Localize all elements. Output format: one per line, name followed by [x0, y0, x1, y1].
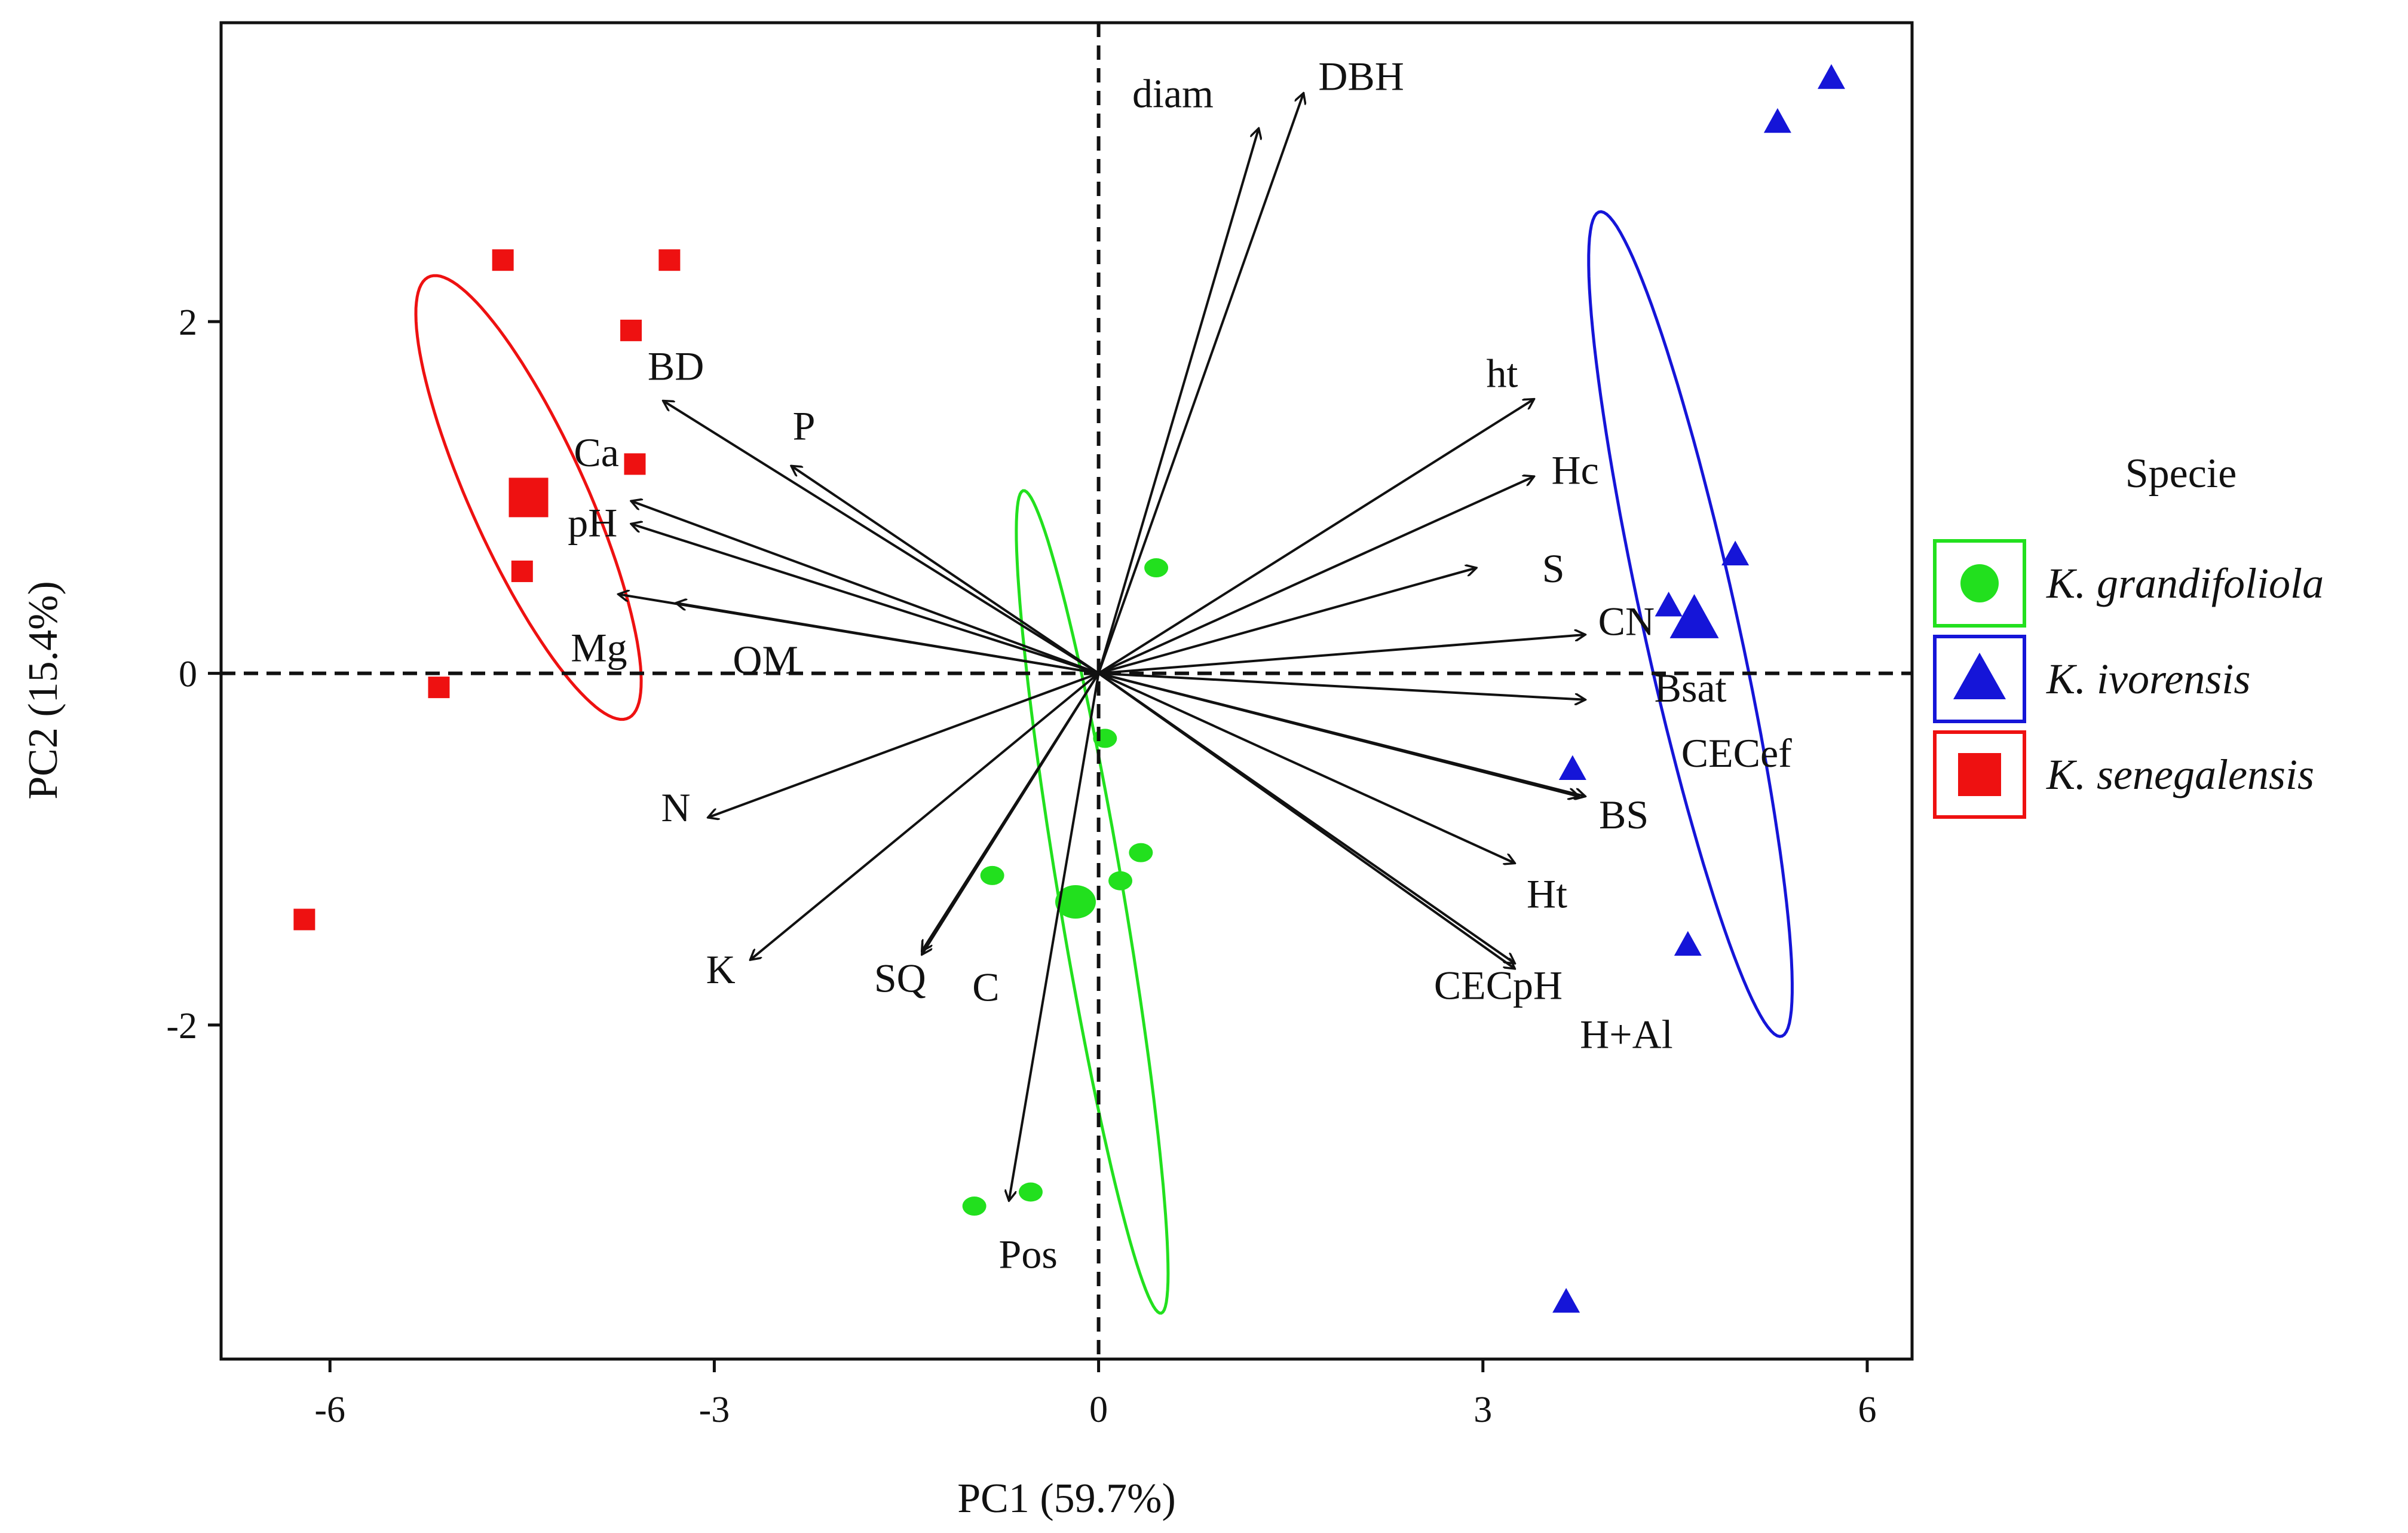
vector-dbh — [1097, 93, 1304, 674]
vector-label-s: S — [1542, 546, 1565, 591]
vector-hc — [1098, 476, 1534, 675]
confidence-ellipses — [414, 210, 1794, 1315]
vector-ca — [631, 501, 1099, 675]
point-k-senegalensis — [624, 453, 646, 475]
vector-bsat — [1098, 672, 1586, 700]
point-k-grandifoliola — [1018, 1182, 1043, 1202]
point-k-senegalensis — [428, 677, 450, 699]
vector-label-pos: Pos — [999, 1231, 1058, 1277]
vector-label-ph: pH — [568, 500, 617, 546]
vector-label-om: OM — [733, 637, 798, 683]
y-axis-title: PC2 (15.4%) — [20, 581, 66, 800]
vector-label-bs: BS — [1599, 792, 1649, 837]
point-k-grandifoliola — [980, 865, 1004, 885]
y-axis-ticks: -2 0 2 — [166, 302, 221, 1047]
legend-label: K. grandifoliola — [2046, 559, 2324, 607]
vector-label-sq: SQ — [874, 956, 926, 1001]
legend-title: Specie — [2125, 451, 2237, 497]
x-tick-label: -3 — [699, 1390, 730, 1430]
legend: Specie K. grandifoliola K. ivorensis K. se… — [1933, 451, 2324, 819]
vector-label-ht: ht — [1486, 350, 1518, 396]
vector-pos — [1009, 673, 1100, 1201]
vector-label-n: N — [661, 785, 691, 830]
point-k-grandifoliola — [962, 1197, 987, 1216]
x-tick-label: 0 — [1089, 1390, 1108, 1430]
sample-points — [293, 64, 1845, 1313]
point-k-ivorensis — [1558, 755, 1586, 780]
vector-cn — [1098, 635, 1586, 675]
point-k-ivorensis — [1674, 931, 1702, 956]
x-axis-ticks: -6 -3 0 3 6 — [314, 1359, 1876, 1430]
y-tick-label: 2 — [179, 302, 197, 343]
vector-bd — [663, 401, 1099, 675]
vector-label-bd: BD — [648, 344, 704, 389]
x-tick-label: 3 — [1473, 1390, 1492, 1430]
vector-sq — [922, 672, 1100, 955]
point-k-senegalensis — [620, 319, 642, 341]
centroid-k-ivorensis — [1669, 594, 1719, 638]
vector-label-ca: Ca — [574, 430, 619, 475]
point-k-ivorensis — [1655, 591, 1683, 617]
vector-label-p: P — [793, 403, 816, 449]
y-tick-label: 0 — [179, 654, 197, 695]
legend-marker-triangle — [1953, 653, 2006, 699]
vector-label-mg: Mg — [571, 625, 627, 670]
vector-ht — [1098, 672, 1515, 864]
vector-label-ht: Ht — [1527, 871, 1567, 916]
point-k-senegalensis — [492, 249, 514, 271]
centroid-k-senegalensis — [508, 478, 549, 518]
legend-marker-circle — [1960, 564, 1999, 602]
point-k-grandifoliola — [1129, 843, 1153, 862]
point-k-grandifoliola — [1144, 558, 1169, 578]
vector-label-dbh: DBH — [1318, 53, 1404, 99]
vector-label-k: K — [706, 947, 736, 992]
vector-label-hc: Hc — [1551, 447, 1598, 492]
plot-frame — [219, 21, 1914, 1361]
vector-label-c: C — [972, 964, 999, 1009]
point-k-grandifoliola — [1108, 871, 1133, 891]
legend-marker-square — [1958, 753, 2001, 796]
x-axis-title: PC1 (59.7%) — [957, 1476, 1176, 1522]
legend-entry-k-grandifoliola: K. grandifoliola — [1933, 539, 2324, 628]
vector-label-h-al: H+Al — [1580, 1012, 1672, 1057]
point-k-senegalensis — [658, 249, 681, 271]
vector-diam — [1097, 128, 1259, 674]
point-k-grandifoliola — [1093, 729, 1117, 748]
vector-k — [750, 672, 1099, 960]
vector-ht — [1098, 399, 1534, 675]
vector-bs — [1098, 672, 1579, 797]
point-k-senegalensis — [511, 560, 533, 582]
legend-entry-k-senegalensis: K. senegalensis — [1933, 730, 2314, 819]
point-k-ivorensis — [1721, 540, 1750, 566]
legend-label: K. ivorensis — [2046, 655, 2250, 703]
vector-label-diam: diam — [1132, 71, 1214, 117]
y-tick-label: -2 — [166, 1006, 197, 1047]
legend-label: K. senegalensis — [2046, 751, 2314, 798]
x-tick-label: 6 — [1858, 1390, 1876, 1430]
vector-label-cn: CN — [1598, 598, 1655, 644]
point-k-senegalensis — [293, 908, 315, 931]
vector-om — [676, 603, 1099, 675]
vector-p — [791, 466, 1099, 675]
loading-vectors: diam DBHhtHcSCNBsatCECefBSHtCECpHH+AlPosC… — [568, 53, 1792, 1277]
vector-s — [1098, 568, 1476, 675]
vector-label-cecph: CECpH — [1434, 962, 1563, 1008]
ellipse-k-ivorensis — [1587, 210, 1794, 1038]
legend-entry-k-ivorensis: K. ivorensis — [1933, 635, 2250, 723]
point-k-ivorensis — [1552, 1288, 1580, 1313]
vector-h-al — [1098, 672, 1515, 969]
centroid-k-grandifoliola — [1055, 885, 1096, 919]
vector-ph — [631, 524, 1099, 675]
point-k-ivorensis — [1817, 64, 1845, 89]
vector-label-cecef: CECef — [1681, 730, 1792, 776]
ellipse-k-senegalensis — [414, 274, 643, 721]
point-k-ivorensis — [1763, 108, 1791, 133]
x-tick-label: -6 — [314, 1390, 345, 1430]
vector-n — [708, 672, 1099, 818]
vector-label-bsat: Bsat — [1655, 665, 1727, 711]
